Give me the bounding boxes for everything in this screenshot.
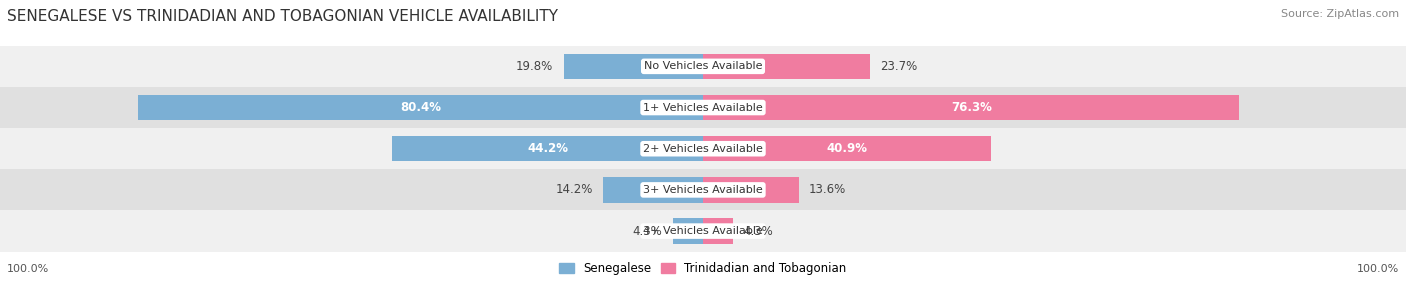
Text: 100.0%: 100.0%	[7, 264, 49, 274]
Bar	[703, 53, 869, 79]
Text: 23.7%: 23.7%	[880, 60, 917, 73]
Bar	[703, 218, 734, 244]
Text: Source: ZipAtlas.com: Source: ZipAtlas.com	[1281, 9, 1399, 19]
Bar	[703, 95, 1240, 120]
Text: 3+ Vehicles Available: 3+ Vehicles Available	[643, 185, 763, 195]
Bar	[603, 177, 703, 203]
Text: 14.2%: 14.2%	[555, 183, 593, 196]
Text: 4.3%: 4.3%	[744, 225, 773, 238]
Text: No Vehicles Available: No Vehicles Available	[644, 61, 762, 71]
Bar	[703, 136, 990, 162]
Bar	[672, 218, 703, 244]
Legend: Senegalese, Trinidadian and Tobagonian: Senegalese, Trinidadian and Tobagonian	[555, 258, 851, 280]
Text: 80.4%: 80.4%	[399, 101, 441, 114]
Text: 44.2%: 44.2%	[527, 142, 568, 155]
Bar	[0, 87, 1406, 128]
Text: 40.9%: 40.9%	[827, 142, 868, 155]
Text: 2+ Vehicles Available: 2+ Vehicles Available	[643, 144, 763, 154]
Text: 19.8%: 19.8%	[516, 60, 554, 73]
Bar	[0, 46, 1406, 87]
Text: 4+ Vehicles Available: 4+ Vehicles Available	[643, 226, 763, 236]
Text: SENEGALESE VS TRINIDADIAN AND TOBAGONIAN VEHICLE AVAILABILITY: SENEGALESE VS TRINIDADIAN AND TOBAGONIAN…	[7, 9, 558, 23]
Text: 13.6%: 13.6%	[810, 183, 846, 196]
Bar	[564, 53, 703, 79]
Bar	[0, 210, 1406, 252]
Bar	[138, 95, 703, 120]
Bar	[0, 169, 1406, 210]
Text: 100.0%: 100.0%	[1357, 264, 1399, 274]
Text: 4.3%: 4.3%	[633, 225, 662, 238]
Bar	[392, 136, 703, 162]
Bar	[0, 128, 1406, 169]
Text: 1+ Vehicles Available: 1+ Vehicles Available	[643, 103, 763, 112]
Text: 76.3%: 76.3%	[950, 101, 991, 114]
Bar	[703, 177, 799, 203]
